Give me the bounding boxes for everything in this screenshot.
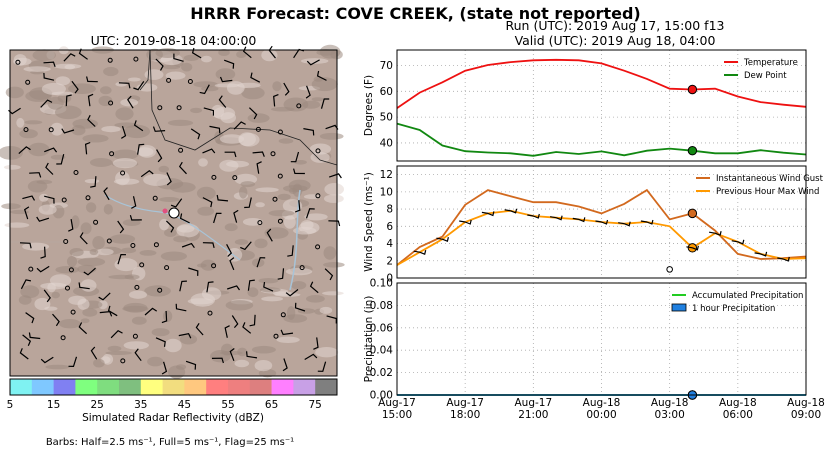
series-line [396, 58, 807, 109]
legend-label: Accumulated Precipitation [692, 291, 803, 301]
valid-time: Valid (UTC): 2019 Aug 18, 04:00 [514, 33, 716, 48]
wind-barb [595, 219, 609, 225]
series-line [396, 122, 807, 157]
wind-barb [436, 237, 449, 243]
y-tick-label: 50 [380, 112, 393, 124]
wind-barb [709, 231, 722, 237]
x-tick-label: Aug-17 [515, 397, 553, 409]
current-time-marker [687, 145, 698, 156]
wind-barb [550, 215, 563, 221]
x-tick-label: Aug-18 [719, 397, 757, 409]
wind-barb [686, 245, 699, 251]
x-tick-label: 18:00 [450, 409, 480, 421]
legend-label: Previous Hour Max Wind [716, 187, 819, 197]
y-tick-label: 2 [386, 255, 393, 267]
wind-barb [504, 208, 518, 214]
legend-swatch [671, 303, 687, 312]
wind-barb [731, 239, 745, 245]
x-tick-label: Aug-18 [651, 397, 689, 409]
y-tick-label: 0 [386, 273, 393, 285]
wind-barb [572, 217, 586, 223]
y-tick-label: 0.08 [370, 300, 393, 312]
plot-frame [396, 282, 807, 396]
x-tick-label: 03:00 [655, 409, 685, 421]
x-tick-label: Aug-17 [446, 397, 484, 409]
wind-barb [640, 219, 654, 225]
barb-note: Barbs: Half=2.5 ms⁻¹, Full=5 ms⁻¹, Flag=… [45, 437, 295, 448]
wind-barb [413, 250, 427, 256]
plot-frame [396, 49, 807, 162]
calm-wind-circle [666, 266, 673, 273]
y-tick-label: 40 [380, 137, 393, 149]
y-tick-label: 0.02 [370, 367, 393, 379]
y-axis-label: Precipitation (in) [363, 296, 375, 383]
y-tick-label: 0.06 [370, 322, 394, 334]
plot-frame [396, 165, 807, 279]
y-tick-label: 12 [380, 169, 393, 181]
current-time-marker [687, 84, 698, 95]
x-tick-label: Aug-18 [787, 397, 825, 409]
legend-label: Temperature [743, 58, 798, 68]
y-tick-label: 8 [386, 204, 393, 216]
y-tick-label: 0.10 [370, 278, 393, 290]
current-time-marker [687, 208, 698, 219]
y-tick-label: 70 [380, 60, 393, 72]
wind-barb [777, 256, 790, 262]
wind-barb [754, 251, 768, 257]
x-tick-label: 21:00 [518, 409, 548, 421]
y-tick-label: 4 [386, 238, 393, 250]
wind-barb [527, 213, 540, 219]
y-axis-label: Degrees (F) [363, 75, 375, 136]
x-tick-label: Aug-17 [378, 397, 416, 409]
x-tick-label: 06:00 [723, 409, 753, 421]
legend-label: Dew Point [744, 71, 787, 81]
series-line [396, 188, 807, 266]
x-tick-label: 09:00 [791, 409, 821, 421]
chart-legend: Instantaneous Wind Gust Previous Hour Max… [696, 174, 824, 197]
wind-barb [618, 221, 631, 227]
y-tick-label: 0.04 [370, 345, 394, 357]
map-title: UTC: 2019-08-18 04:00:00 [90, 33, 257, 48]
y-axis-label: Wind Speed (ms⁻¹) [363, 172, 375, 272]
chart-legend: Accumulated Precipitation 1 hour Precipit… [671, 291, 803, 314]
page-title: HRRR Forecast: COVE CREEK, (state not re… [190, 4, 641, 23]
legend-label: 1 hour Precipitation [692, 304, 775, 314]
y-tick-label: 6 [386, 221, 393, 233]
legend-label: Instantaneous Wind Gust [716, 174, 824, 184]
wind-barb [459, 219, 472, 225]
chart-legend: Temperature Dew Point [724, 58, 798, 81]
run-info: Run (UTC): 2019 Aug 17, 15:00 f13 Valid … [440, 18, 790, 48]
y-tick-label: 0.00 [370, 390, 393, 402]
x-tick-label: 00:00 [586, 409, 616, 421]
wind-barb [481, 211, 495, 217]
x-tick-label: Aug-18 [583, 397, 621, 409]
run-time: Run (UTC): 2019 Aug 17, 15:00 f13 [505, 18, 725, 33]
y-tick-label: 60 [380, 86, 393, 98]
x-tick-label: 15:00 [382, 409, 412, 421]
y-tick-label: 10 [380, 186, 393, 198]
